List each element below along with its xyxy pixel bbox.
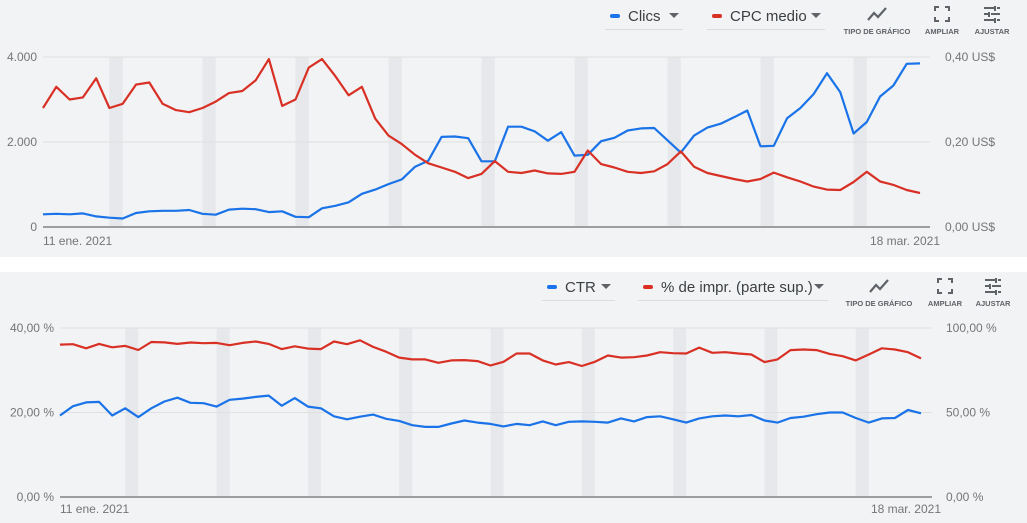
cpc-color-swatch <box>712 14 722 18</box>
adjust-label: AJUSTAR <box>974 27 1010 36</box>
left-axis-tick-label: 20,00 % <box>10 406 54 420</box>
chevron-down-icon <box>669 13 679 18</box>
x-axis-start-date: 11 ene. 2021 <box>43 234 113 248</box>
left-axis-tick-label: 4.000 <box>7 50 37 64</box>
tune-icon <box>985 278 1001 295</box>
left-axis-tick-label: 0,00 % <box>17 490 55 504</box>
metric-label-cpc: CPC medio <box>730 7 807 25</box>
expand-label: AMPLIAR <box>927 299 963 308</box>
metric-select-ctr[interactable]: CTR <box>542 274 615 301</box>
fullscreen-icon <box>934 6 950 22</box>
chevron-down-icon <box>814 284 824 289</box>
ctr-impr-chart: 0,00 % 20,00 % 40,00 % 0,00 % 50,00 % 100,00 … <box>10 321 997 516</box>
line-chart-icon <box>869 279 889 293</box>
series-line-cpc-medio <box>42 57 921 195</box>
metric-label-top-impr: % de impr. (parte sup.) <box>661 278 813 296</box>
series-line--de-impr-parte-sup- <box>59 339 922 368</box>
chart-type-label: TIPO DE GRÁFICO <box>845 299 913 308</box>
adjust-button[interactable]: AJUSTAR <box>957 5 1027 36</box>
top-impr-color-swatch <box>643 285 653 289</box>
right-axis-tick-label: 0,40 US$ <box>945 50 995 64</box>
expand-label: AMPLIAR <box>924 27 960 36</box>
left-axis-tick-label: 0 <box>30 220 37 234</box>
clicks-cpc-chart-panel: 0 2.000 4.000 0,00 US$ 0,20 US$ 0,40 US$ 11 en… <box>0 0 1027 257</box>
fullscreen-icon <box>937 278 953 294</box>
chart-type-button[interactable]: TIPO DE GRÁFICO <box>844 277 914 308</box>
metric-label-clicks: Clics <box>628 7 661 25</box>
left-axis-tick-label: 2.000 <box>7 135 37 149</box>
metric-select-top-impr[interactable]: % de impr. (parte sup.) <box>638 274 828 301</box>
series-line-clics <box>42 62 921 220</box>
ctr-impr-chart-panel: 0,00 % 20,00 % 40,00 % 0,00 % 50,00 % 100,00 … <box>0 272 1027 523</box>
expand-button[interactable]: AMPLIAR <box>907 5 977 36</box>
line-chart-icon <box>867 7 887 21</box>
adjust-label: AJUSTAR <box>975 299 1011 308</box>
series-line-ctr <box>59 394 922 428</box>
chart-type-button[interactable]: TIPO DE GRÁFICO <box>842 5 912 36</box>
expand-button[interactable]: AMPLIAR <box>910 277 980 308</box>
adjust-button[interactable]: AJUSTAR <box>958 277 1027 308</box>
metric-select-clicks[interactable]: Clics <box>605 3 683 30</box>
clicks-color-swatch <box>610 14 620 18</box>
left-axis-tick-label: 40,00 % <box>10 321 54 335</box>
ctr-color-swatch <box>547 285 557 289</box>
chart-type-label: TIPO DE GRÁFICO <box>843 27 911 36</box>
chevron-down-icon <box>601 284 611 289</box>
clicks-cpc-chart: 0 2.000 4.000 0,00 US$ 0,20 US$ 0,40 US$ 11 en… <box>7 50 995 248</box>
x-axis-start-date: 11 ene. 2021 <box>60 502 130 516</box>
chevron-down-icon <box>811 13 821 18</box>
x-axis-end-date: 18 mar. 2021 <box>870 234 940 248</box>
right-axis-tick-label: 0,00 % <box>946 490 984 504</box>
metric-label-ctr: CTR <box>565 278 596 296</box>
tune-icon <box>984 6 1000 23</box>
right-axis-tick-label: 50,00 % <box>946 406 990 420</box>
right-axis-tick-label: 0,20 US$ <box>945 135 995 149</box>
x-axis-end-date: 18 mar. 2021 <box>871 502 941 516</box>
metric-select-cpc[interactable]: CPC medio <box>707 3 825 30</box>
right-axis-tick-label: 0,00 US$ <box>945 220 995 234</box>
right-axis-tick-label: 100,00 % <box>946 321 997 335</box>
